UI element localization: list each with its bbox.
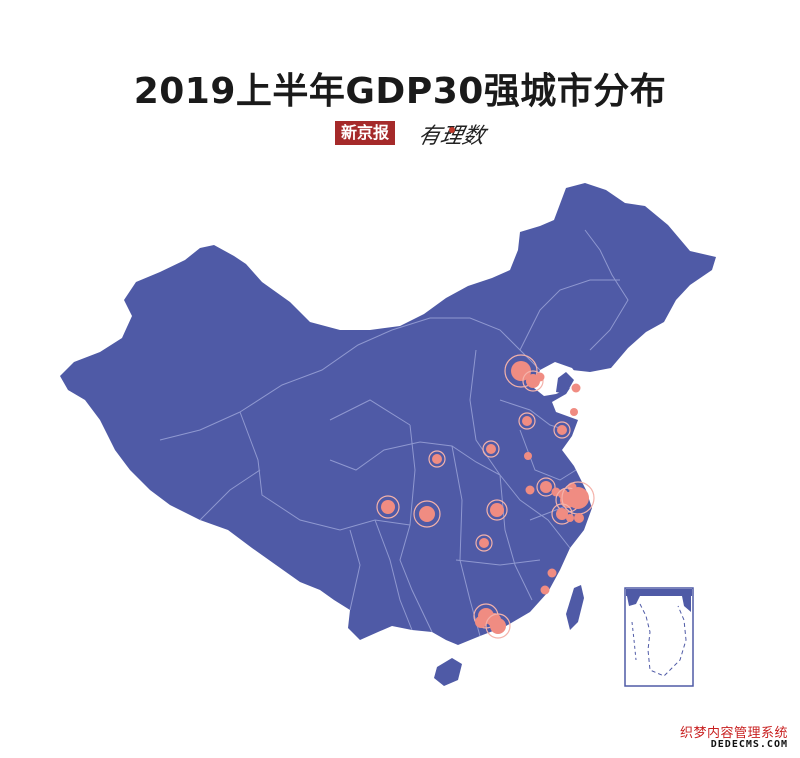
marker-qingdao xyxy=(553,421,571,439)
logo-dot xyxy=(449,127,455,133)
mainland-shape xyxy=(60,183,716,645)
marker-fuzhou xyxy=(547,568,557,578)
marker-quanzhou xyxy=(540,585,550,595)
marker-beijing xyxy=(504,354,538,388)
hainan-island xyxy=(434,658,462,686)
marker-shenzhen xyxy=(485,613,511,639)
marker-tangshan xyxy=(535,372,545,382)
south-china-sea-inset xyxy=(624,587,694,687)
newspaper-logo: 新京报 xyxy=(335,121,396,145)
marker-chengdu xyxy=(376,495,400,519)
marker-zhengzhou xyxy=(482,440,500,458)
taiwan-island xyxy=(566,585,584,630)
province-borders xyxy=(159,229,629,637)
marker-ningbo xyxy=(574,513,584,523)
map-title: 2019上半年GDP30强城市分布 xyxy=(133,71,667,112)
watermark-text: 织梦内容管理系统 xyxy=(679,726,788,741)
marker-changsha xyxy=(475,534,493,552)
marker-dalian xyxy=(571,383,581,393)
brand-logo: 新京报 有理数 xyxy=(335,118,505,149)
marker-nanjing xyxy=(536,477,556,497)
marker-wuhan xyxy=(486,499,508,521)
marker-chongqing xyxy=(413,500,441,528)
watermark-url: DEDECMS.COM xyxy=(710,739,788,750)
city-markers xyxy=(376,354,595,639)
liaodong-peninsula xyxy=(556,372,574,394)
marker-shaoxing xyxy=(566,514,574,522)
marker-hangzhou xyxy=(551,503,573,525)
marker-xuzhou xyxy=(524,452,532,460)
marker-yantai xyxy=(570,408,578,416)
marker-jinan xyxy=(518,412,536,430)
marker-hefei xyxy=(525,485,535,495)
marker-xian xyxy=(428,450,446,468)
marker-foshan xyxy=(475,616,487,628)
